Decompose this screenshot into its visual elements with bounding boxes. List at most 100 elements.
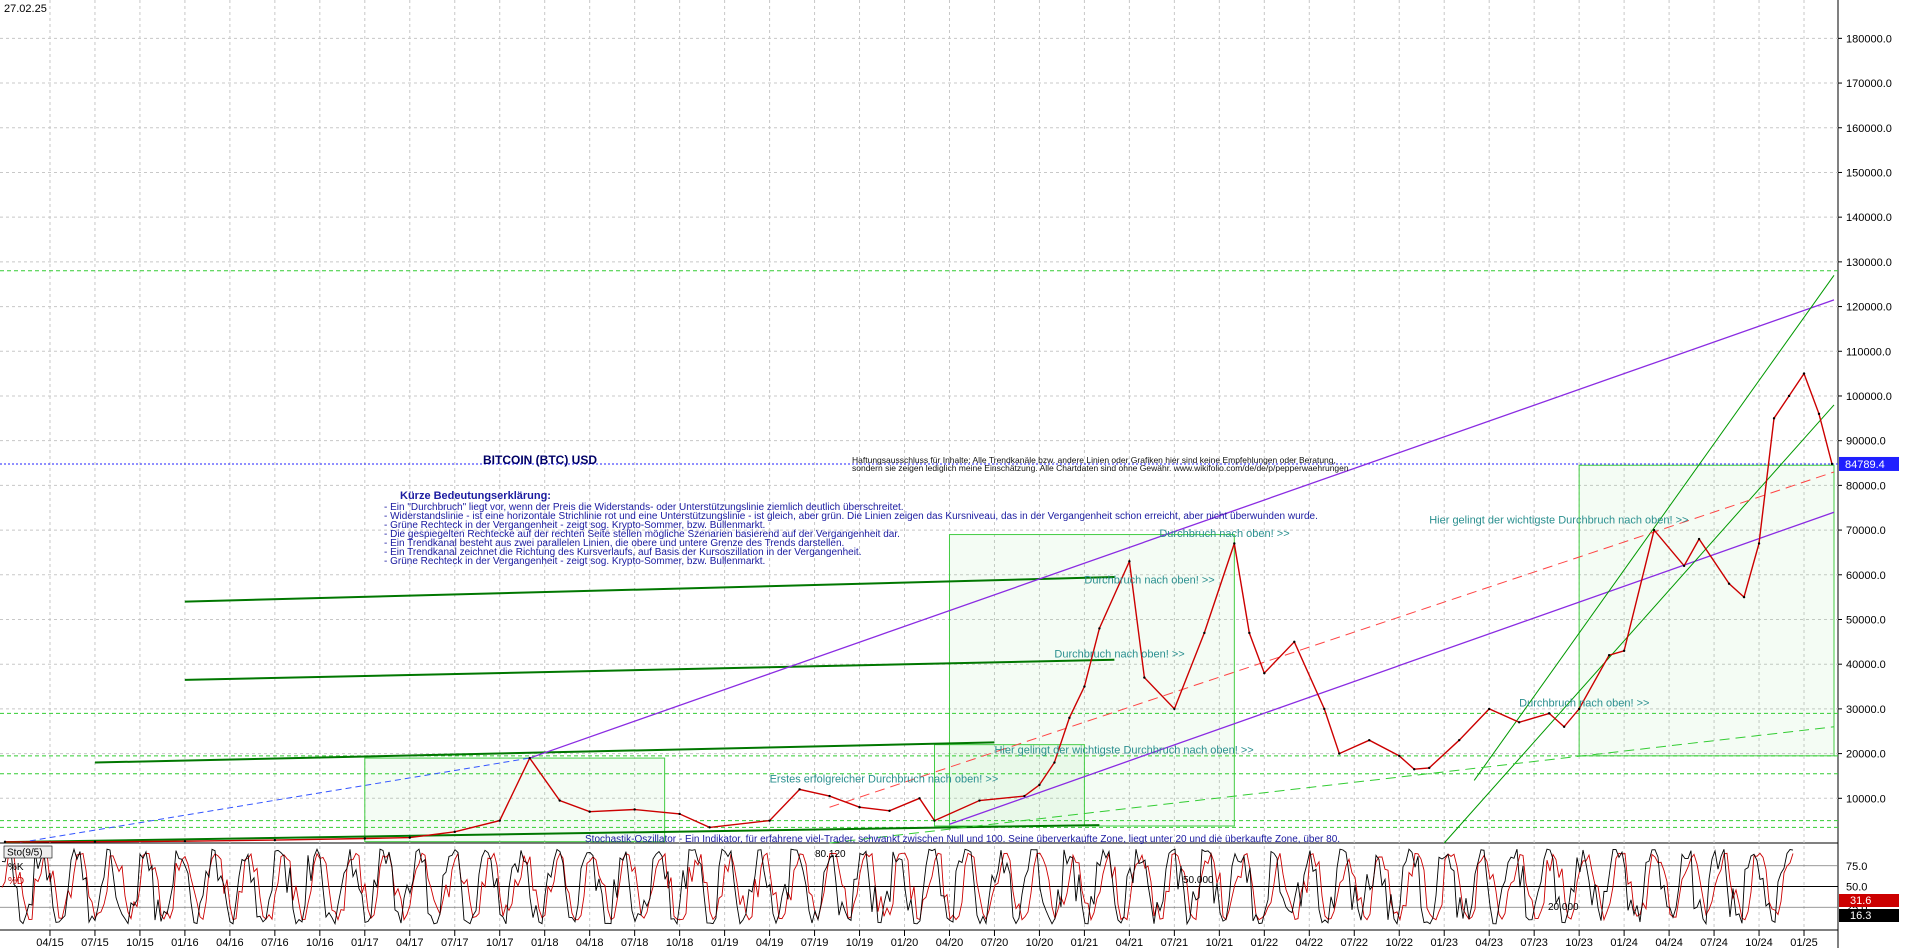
stoch-k-value-bg: [1839, 894, 1899, 907]
price-point: [1323, 707, 1326, 711]
x-tick-label: 01/17: [351, 937, 379, 948]
price-point: [1487, 707, 1491, 711]
y-tick-label: 20000.0: [1846, 749, 1886, 761]
y-tick-label: 70000.0: [1846, 525, 1886, 537]
price-point: [708, 826, 711, 829]
annotation: Durchbruch nach oben! >>: [1054, 648, 1184, 660]
notes-line: - Ein "Durchbruch" liegt vor, wenn der P…: [384, 502, 904, 513]
price-series: [3, 372, 1834, 844]
x-tick-label: 07/18: [621, 937, 649, 948]
x-tick-label: 07/17: [441, 937, 469, 948]
notes-line: - Die gespiegelten Rechtecke auf der rec…: [384, 529, 900, 540]
long-resistance: [829, 471, 1835, 808]
price-point: [1697, 537, 1701, 541]
y-tick-label: 60000.0: [1846, 570, 1886, 582]
x-tick-label: 04/17: [396, 937, 424, 948]
support-trendline: [184, 576, 1115, 603]
price-point: [978, 799, 981, 802]
support-trendline: [184, 658, 1115, 681]
price-point: [1547, 712, 1551, 715]
price-point: [498, 819, 501, 822]
x-tick-label: 10/21: [1206, 937, 1234, 948]
price-point: [93, 840, 97, 843]
x-tick-label: 01/23: [1430, 937, 1458, 948]
x-tick-label: 07/15: [81, 937, 109, 948]
stoch-name-box[interactable]: [3, 845, 53, 859]
price-point: [1607, 654, 1611, 657]
price-point: [558, 799, 561, 802]
annotation: Hier gelingt der wichtigste Durchbruch n…: [1429, 514, 1688, 526]
annotations: 27.02.25 Durchbruch nach oben! >> Durchbru…: [4, 3, 1899, 845]
annotation: Durchbruch nach oben! >>: [1084, 575, 1214, 587]
price-point: [1368, 738, 1371, 742]
annotation: Erstes erfolgreicher Durchbruch nach obe…: [770, 774, 999, 786]
price-point: [828, 794, 831, 798]
price-point: [1068, 716, 1071, 720]
x-tick-label: 07/16: [261, 937, 289, 948]
x-tick-label: 01/19: [711, 937, 739, 948]
price-point: [408, 836, 411, 839]
price-point: [678, 812, 681, 816]
price-point: [1038, 783, 1041, 787]
y-tick-label: 180000.0: [1846, 33, 1892, 45]
x-tick-label: 10/22: [1385, 937, 1413, 948]
stoch-d-line: [1, 851, 1794, 922]
disclaimer: Haftungsausschluss für Inhalte: Alle Tre…: [852, 455, 1336, 465]
price-point: [1023, 794, 1026, 798]
channel-start: [19, 757, 530, 844]
annotation: Hier gelingt der wichtigste Durchbruch n…: [994, 745, 1253, 757]
x-tick-label: 04/16: [216, 937, 244, 948]
stoch-d-value-bg: [1839, 909, 1899, 922]
x-tick-label: 04/20: [936, 937, 964, 948]
stoch-note: Stochastik-Oszillator - Ein Indikator, f…: [585, 834, 1340, 845]
y-tick-label: 140000.0: [1846, 212, 1892, 224]
stoch-mid-label: 50.000: [1183, 875, 1214, 886]
x-tick-label: 07/24: [1700, 937, 1728, 948]
x-tick-label: 04/15: [36, 937, 64, 948]
x-tick-label: 04/19: [756, 937, 784, 948]
price-point: [1727, 582, 1731, 585]
price-point: [918, 797, 921, 800]
y-tick-label: 90000.0: [1846, 436, 1886, 448]
price-point: [453, 830, 456, 834]
stochastic-panel: 75.050.025.0Sto(9/5)%K%D80.12050.00020.0…: [0, 845, 1899, 926]
notes-line: - Widerstandslinie - ist eine horizontal…: [384, 511, 1318, 522]
bull-box-2021: [948, 534, 1235, 827]
x-tick-label: 07/19: [801, 937, 829, 948]
stoch-k-value: 31.6: [1850, 895, 1871, 907]
y-tick-label: 30000.0: [1846, 704, 1886, 716]
price-point: [1233, 542, 1236, 545]
notes-line: - Grüne Rechteck in der Vergangenheit - …: [384, 520, 765, 531]
price-point: [183, 840, 187, 843]
x-tick-label: 01/21: [1071, 937, 1099, 948]
x-tick-label: 10/23: [1565, 937, 1593, 948]
chart-title: BITCOIN (BTC) USD: [483, 453, 597, 467]
y-tick-label: 160000.0: [1846, 123, 1892, 135]
price-point: [1428, 766, 1431, 770]
price-point: [1053, 761, 1056, 764]
price-point: [363, 837, 367, 840]
y-tick-label: 80000.0: [1846, 480, 1886, 492]
x-tick-label: 10/20: [1026, 937, 1054, 948]
y-tick-label: 10000.0: [1846, 793, 1886, 805]
stoch-mid-label: 20.000: [1548, 902, 1579, 913]
x-tick-label: 01/20: [891, 937, 919, 948]
x-tick-label: 07/23: [1520, 937, 1548, 948]
annotation: Durchbruch nach oben! >>: [1519, 698, 1649, 710]
x-tick-label: 07/21: [1161, 937, 1189, 948]
price-point: [1098, 627, 1101, 630]
price-point: [1802, 372, 1806, 375]
price-point: [1622, 649, 1626, 652]
y-tick-label: 100000.0: [1846, 391, 1892, 403]
price-point: [798, 788, 801, 791]
price-point: [3, 840, 7, 844]
price-label-bg: [1839, 456, 1899, 471]
notes-heading: Kürze Bedeutungserklärung:: [400, 490, 551, 502]
stoch-k-label: %K: [8, 862, 24, 873]
stoch-d-label: %D: [8, 876, 24, 887]
price-point: [1203, 631, 1206, 635]
price-point: [1772, 417, 1776, 420]
price-point: [933, 819, 936, 822]
